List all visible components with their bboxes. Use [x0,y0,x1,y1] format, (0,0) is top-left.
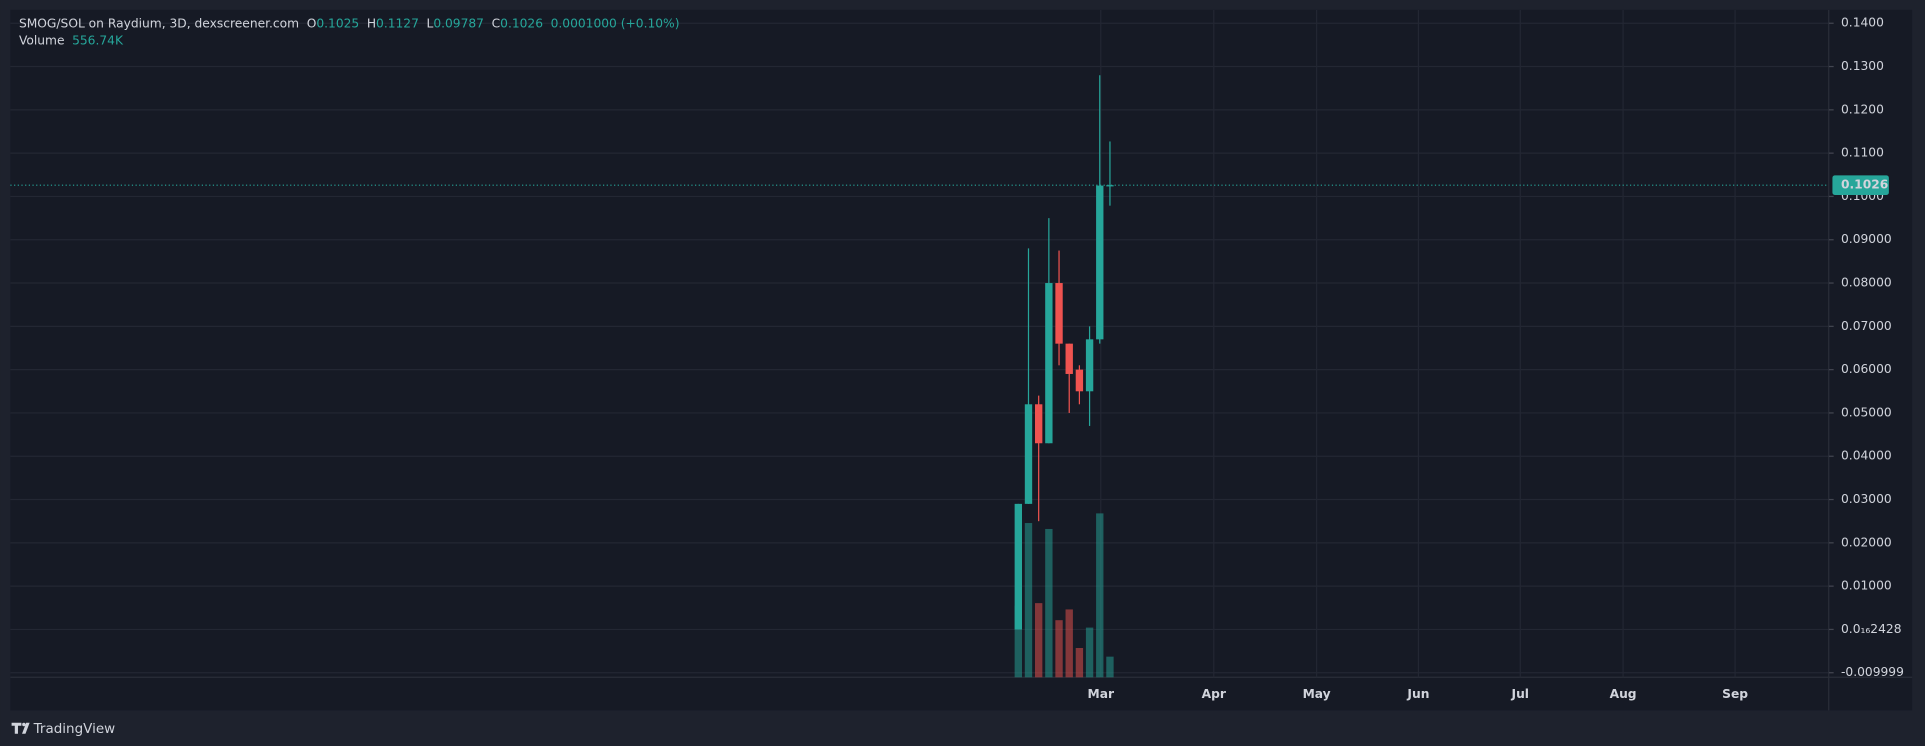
candle-body [1024,404,1033,504]
y-tick-label: -0.009999 [1841,665,1904,679]
volume-bar [1024,523,1033,678]
candle-body [1085,339,1094,392]
volume-bar [1014,605,1022,678]
x-tick-label: Sep [1722,687,1748,701]
y-tick-label: 0.0₁₆2428 [1841,622,1901,636]
y-tick-label: 0.03000 [1841,492,1892,506]
change: 0.0001000 (+0.10%) [551,16,680,30]
y-tick-label: 0.09000 [1841,232,1892,246]
close-label: C [492,16,501,30]
x-tick-label: Jul [1511,687,1529,701]
y-tick-label: 0.1200 [1841,102,1884,116]
low-value: 0.09787 [433,16,484,30]
y-tick-label: 0.07000 [1841,319,1892,333]
y-tick-label: 0.1400 [1841,16,1884,30]
open-label: O [307,16,317,30]
volume-bar [1096,513,1104,678]
x-tick-label: Jun [1406,687,1429,701]
candle-body [1014,503,1022,630]
volume-value: 556.74K [72,33,124,47]
volume-bar [1045,528,1053,678]
y-tick-label: 0.02000 [1841,535,1892,549]
last-price-label: 0.1026 [1841,178,1888,192]
candle-body [1106,185,1114,187]
y-tick-label: 0.06000 [1841,362,1892,376]
symbol: SMOG/SOL on Raydium, 3D, dexscreener.com [19,16,299,30]
candle-body [1096,185,1104,340]
x-tick-label: May [1303,687,1331,701]
high-label: H [367,16,376,30]
y-tick-label: 0.01000 [1841,579,1892,593]
labels: 0.14000.13000.12000.11000.10000.090000.0… [1088,16,1904,701]
candle-body [1055,283,1063,344]
high-value: 0.1127 [376,16,419,30]
close-value: 0.1026 [500,16,543,30]
y-tick-label: 0.05000 [1841,405,1892,419]
footer-logo [11,722,30,734]
x-tick-label: Mar [1088,687,1115,701]
y-tick-label: 0.04000 [1841,449,1892,463]
volume-bar [1106,656,1114,678]
volume-legend: Volume 556.74K [19,33,124,47]
y-tick-label: 0.1100 [1841,146,1884,160]
footer-brand: TradingView [33,721,115,737]
volume-bar [1065,609,1073,678]
candle-body [1034,404,1043,444]
volume-bar [1034,603,1043,678]
open-value: 0.1025 [316,16,359,30]
x-tick-label: Aug [1610,687,1637,701]
y-tick-label: 0.08000 [1841,276,1892,290]
candle-body [1075,369,1084,392]
candle-body [1045,283,1053,444]
volume-bar [1075,647,1084,678]
volume-name: Volume [19,33,65,47]
x-tick-label: Apr [1202,687,1226,701]
last-price-box [1832,175,1889,195]
y-tick-label: 0.1300 [1841,59,1884,73]
plot-area [10,9,1913,711]
volume-bar [1055,620,1063,678]
volume-bar [1085,627,1094,678]
marks [10,75,1829,678]
low-label: L [426,16,433,30]
candle-body [1065,343,1073,374]
legend-line: SMOG/SOL on Raydium, 3D, dexscreener.com… [19,16,680,30]
